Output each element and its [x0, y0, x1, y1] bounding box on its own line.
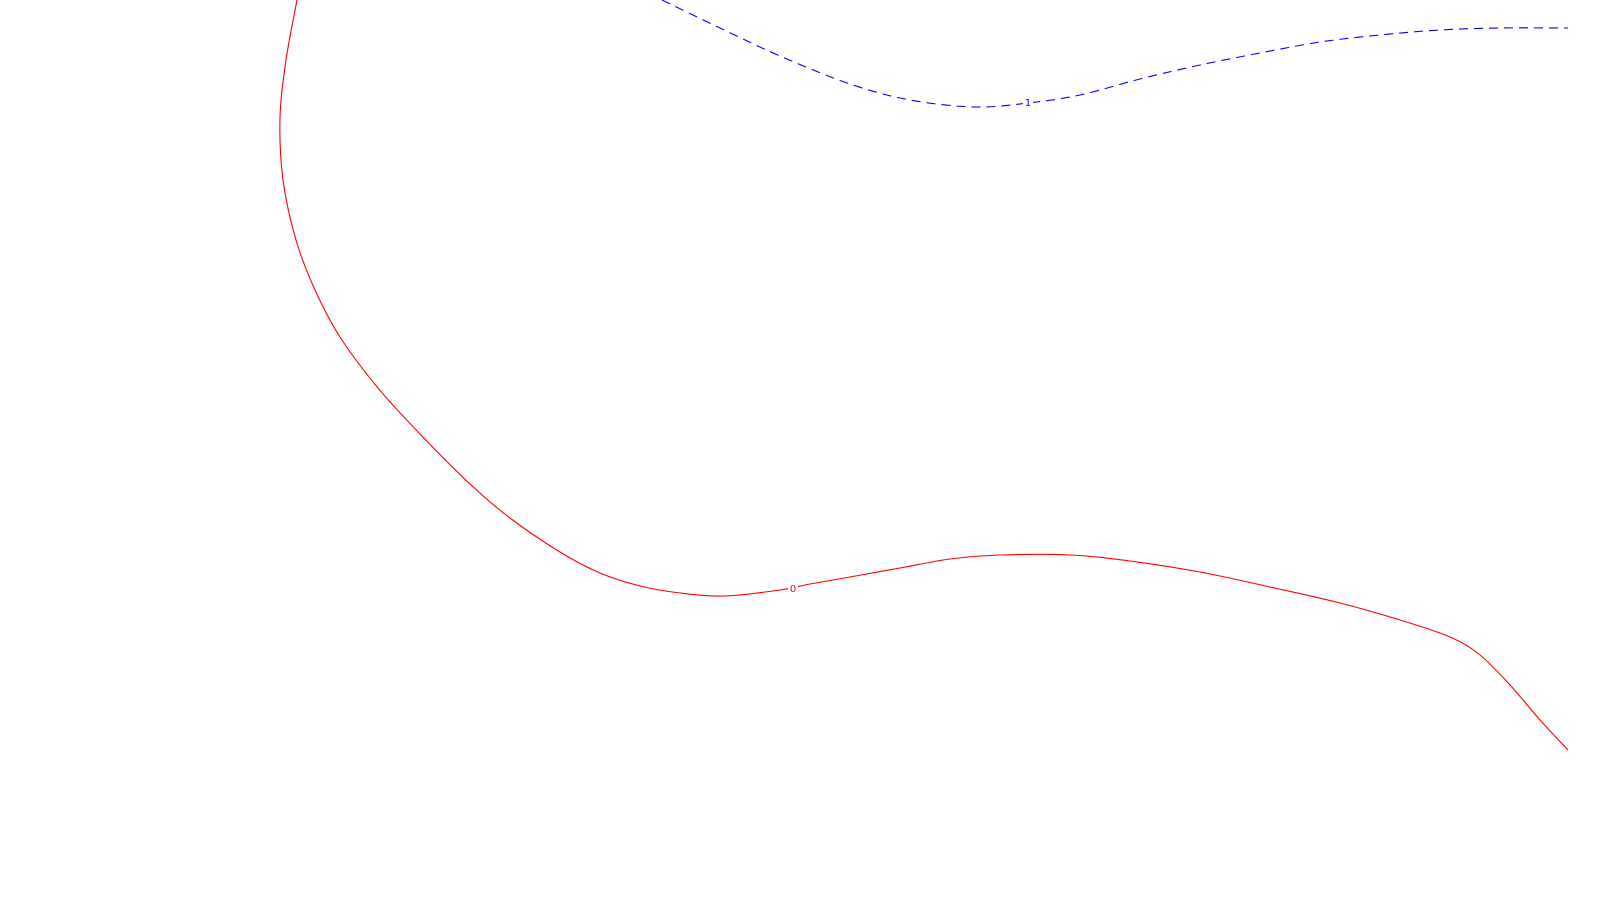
contour-label-level-0: 0: [790, 584, 796, 595]
contour-label-background-1: [1023, 97, 1033, 109]
contour-line-level-1: [661, 0, 1569, 108]
contour-label-level-1: 1: [1025, 98, 1031, 109]
contour-line-level-0: [279, 0, 1569, 751]
contour-lines: [279, 0, 1569, 751]
contour-labels: 01: [788, 97, 1033, 595]
contour-label-background-0: [788, 583, 798, 595]
